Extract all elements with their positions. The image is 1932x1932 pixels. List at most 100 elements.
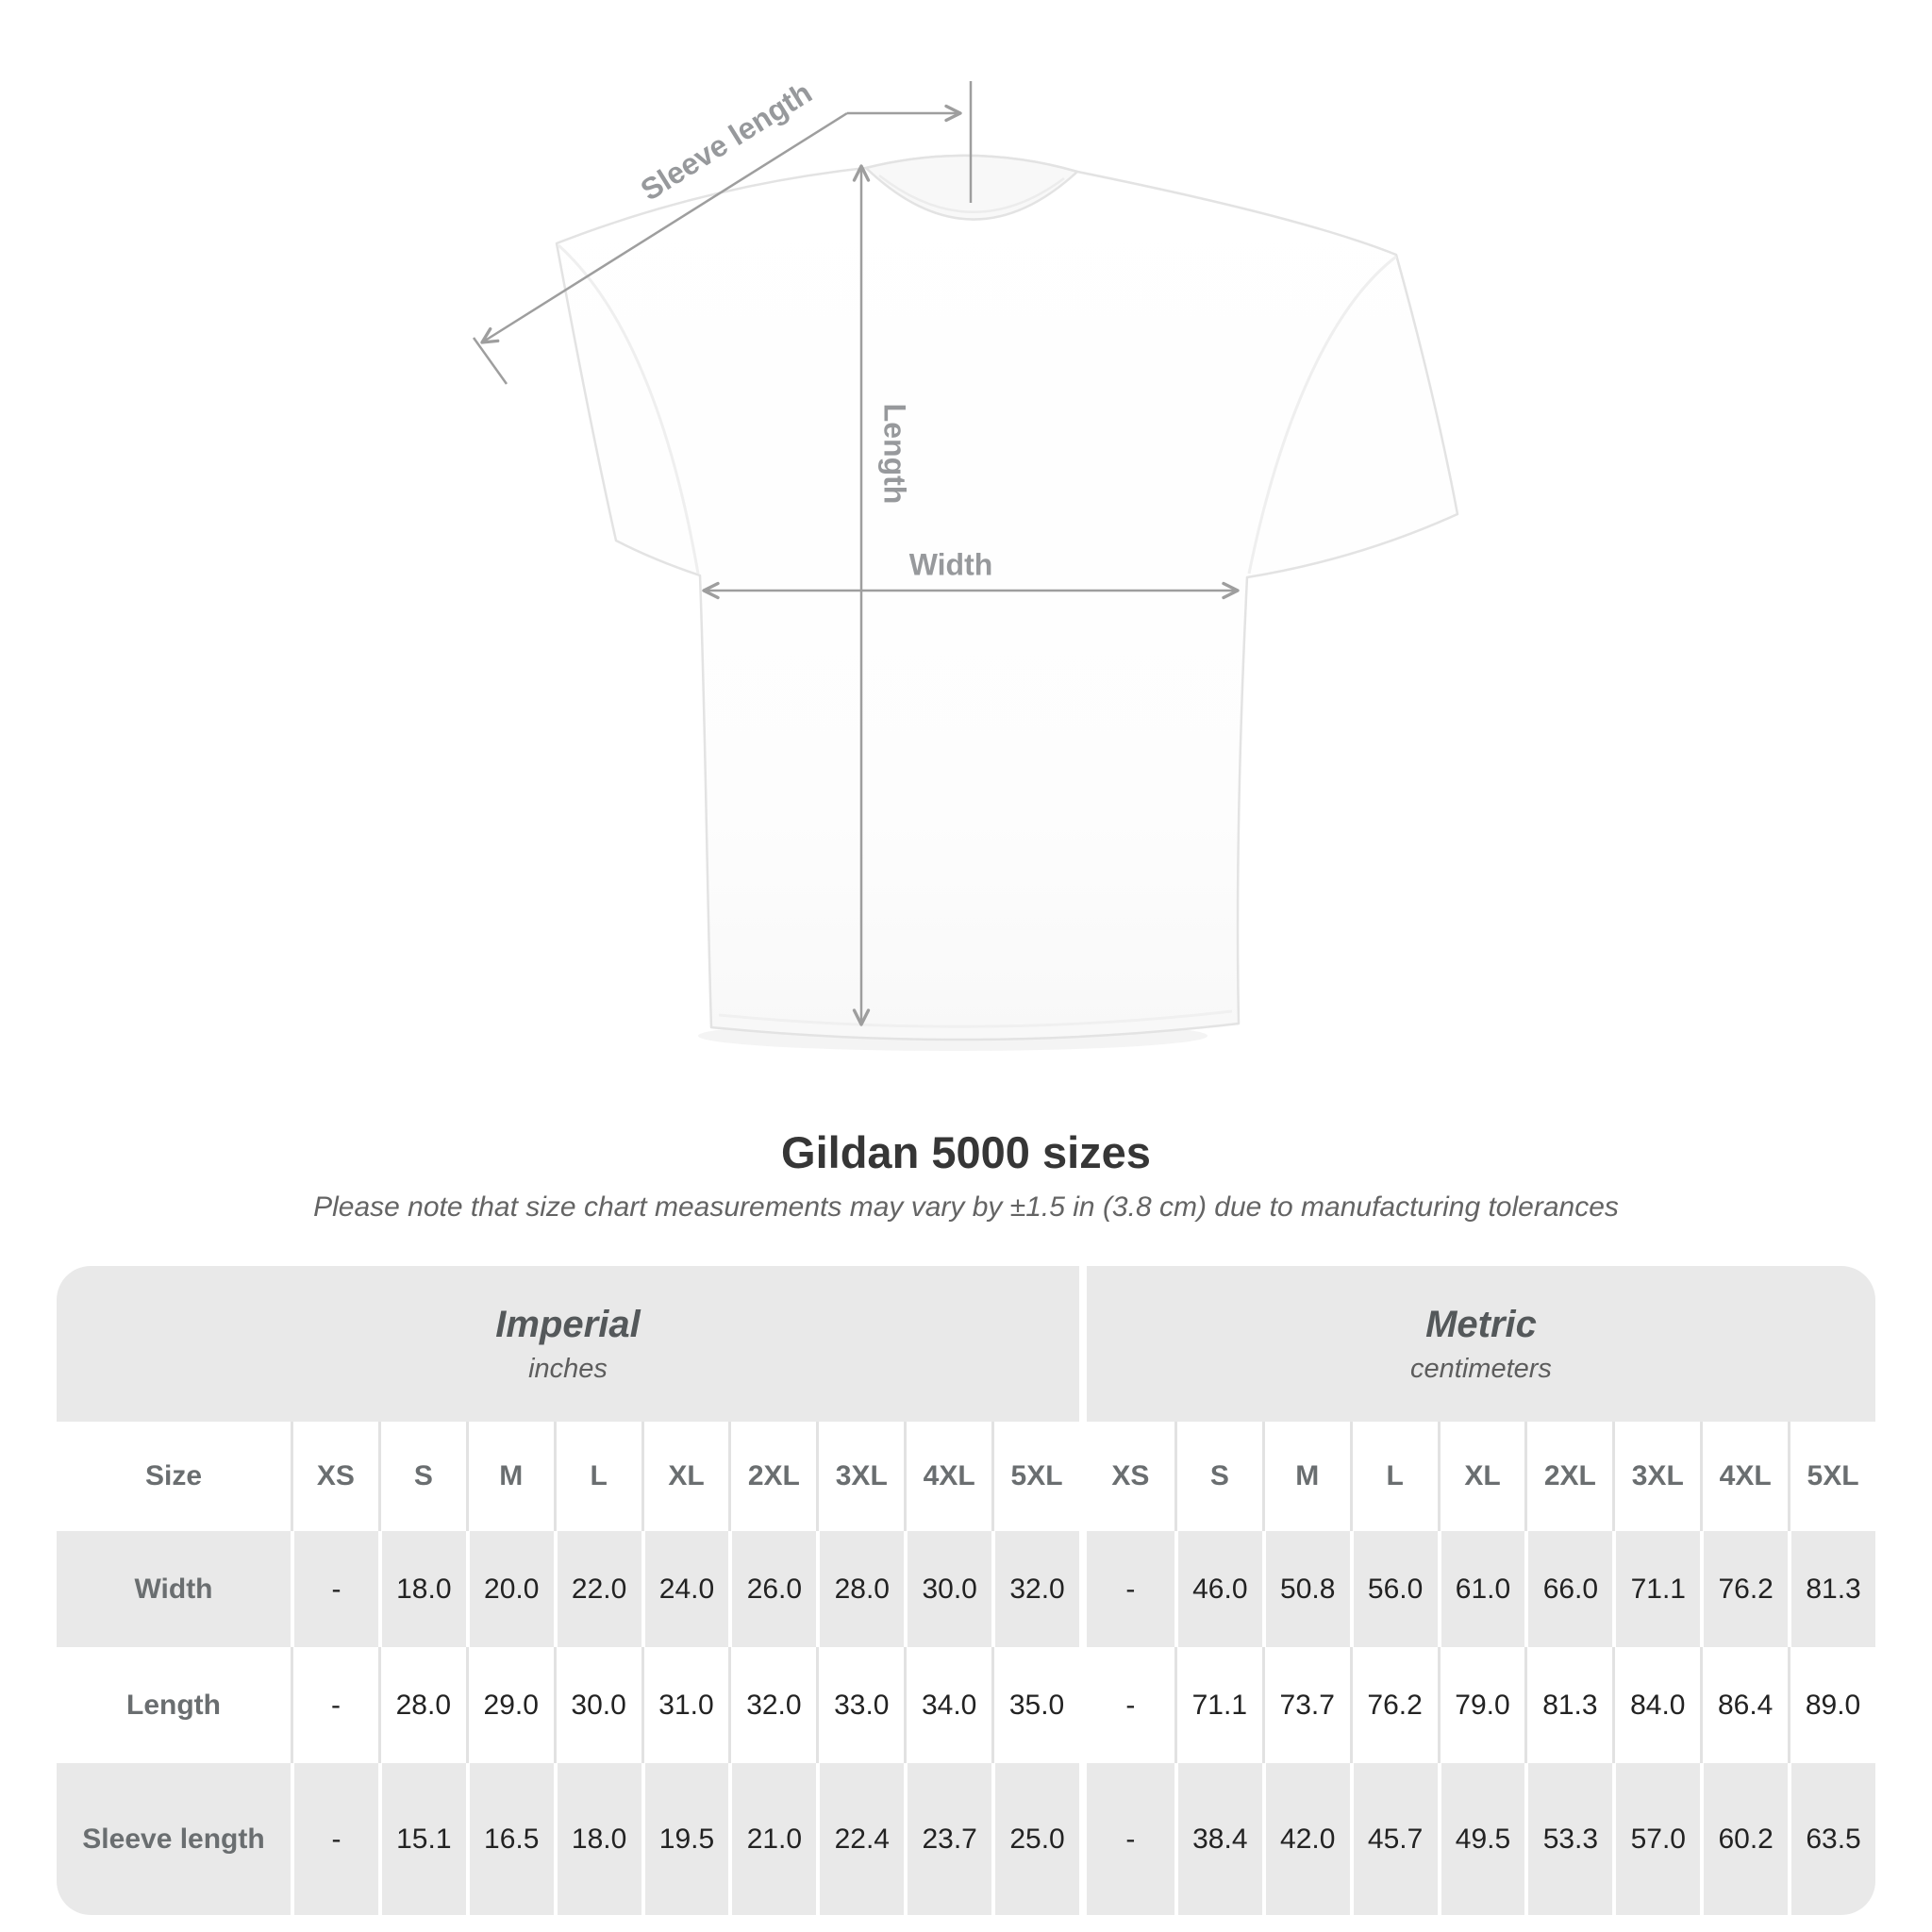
measurement-value-cell: 26.0 [728, 1531, 817, 1647]
length-dimension-label: Length [877, 403, 912, 505]
measurement-value-cell: 38.4 [1174, 1763, 1262, 1915]
width-dimension-label: Width [908, 547, 993, 582]
half-gap [1079, 1422, 1087, 1531]
measurement-value-cell: 66.0 [1524, 1531, 1613, 1647]
measurement-value-cell: 24.0 [641, 1531, 729, 1647]
size-header-cell: XL [641, 1422, 729, 1531]
measurement-value-cell: 71.1 [1174, 1647, 1262, 1763]
imperial-label: Imperial [495, 1303, 641, 1345]
size-header-cell: 3XL [1612, 1422, 1701, 1531]
page-title: Gildan 5000 sizes [781, 1127, 1151, 1177]
measurement-value-cell: 20.0 [465, 1531, 554, 1647]
measurement-value-cell: 53.3 [1524, 1763, 1613, 1915]
imperial-unit-label: inches [528, 1353, 608, 1384]
half-gap [1079, 1647, 1087, 1763]
measurement-value-cell: 84.0 [1612, 1647, 1701, 1763]
measurement-value-cell: 86.4 [1700, 1647, 1789, 1763]
measurement-value-cell: 22.0 [553, 1531, 641, 1647]
imperial-group-header: Imperial inches [57, 1266, 1079, 1422]
sleeve-length-row: Sleeve length -15.1 16.5 18.0 19.5 21.0 22.4 23… [57, 1763, 1875, 1915]
measurement-value-cell: - [291, 1531, 378, 1647]
measurement-value-cell: 56.0 [1349, 1531, 1438, 1647]
size-header-cell: 3XL [816, 1422, 905, 1531]
size-column-header: Size [57, 1422, 291, 1531]
sleeve-extension-tick [472, 337, 508, 385]
measurement-value-cell: 23.7 [904, 1763, 992, 1915]
measurement-value-cell: 21.0 [728, 1763, 817, 1915]
length-row: Length -28.0 29.0 30.0 31.0 32.0 33.0 34.0 35.0-… [57, 1647, 1875, 1763]
measurement-value-cell: 49.5 [1437, 1763, 1525, 1915]
size-table: Imperial inches Metric centimeters Size … [57, 1266, 1875, 1915]
unit-group-header-row: Imperial inches Metric centimeters [57, 1266, 1875, 1422]
measurement-value-cell: 71.1 [1612, 1531, 1701, 1647]
size-header-cell: 5XL [991, 1422, 1079, 1531]
sleeve-length-dimension-label: Sleeve length [634, 75, 818, 208]
measurement-value-cell: 32.0 [728, 1647, 817, 1763]
width-row: Width -18.0 20.0 22.0 24.0 26.0 28.0 30.0 32.0-4… [57, 1531, 1875, 1647]
tolerance-note: Please note that size chart measurements… [313, 1191, 1619, 1223]
size-header-cell: XS [291, 1422, 378, 1531]
measurement-value-cell: 33.0 [816, 1647, 905, 1763]
measurement-value-cell: 46.0 [1174, 1531, 1262, 1647]
row-label: Width [57, 1531, 291, 1647]
size-header-cell: 2XL [1524, 1422, 1613, 1531]
row-label: Length [57, 1647, 291, 1763]
half-gap [1079, 1531, 1087, 1647]
size-header-cell: 5XL [1788, 1422, 1875, 1531]
measurement-value-cell: - [291, 1763, 378, 1915]
measurement-value-cell: 29.0 [465, 1647, 554, 1763]
measurement-value-cell: 81.3 [1788, 1531, 1875, 1647]
measurement-value-cell: - [1086, 1647, 1174, 1763]
measurement-value-cell: 34.0 [904, 1647, 992, 1763]
measurement-value-cell: 89.0 [1788, 1647, 1875, 1763]
measurement-value-cell: 73.7 [1261, 1647, 1350, 1763]
shirt-shadow [698, 1021, 1208, 1051]
measurement-value-cell: - [1086, 1531, 1174, 1647]
measurement-value-cell: 81.3 [1524, 1647, 1613, 1763]
measurement-value-cell: - [1086, 1763, 1174, 1915]
size-header-cell: L [1349, 1422, 1438, 1531]
measurement-value-cell: 42.0 [1261, 1763, 1350, 1915]
measurement-value-cell: 25.0 [991, 1763, 1079, 1915]
measurement-value-cell: 76.2 [1349, 1647, 1438, 1763]
metric-group-header: Metric centimeters [1087, 1266, 1875, 1422]
measurement-value-cell: 63.5 [1788, 1763, 1875, 1915]
measurement-value-cell: 57.0 [1612, 1763, 1701, 1915]
measurement-value-cell: 30.0 [553, 1647, 641, 1763]
metric-unit-label: centimeters [1410, 1353, 1552, 1384]
half-gap [1079, 1763, 1087, 1915]
measurement-value-cell: 18.0 [553, 1763, 641, 1915]
measurement-value-cell: 22.4 [816, 1763, 905, 1915]
size-header-cell: 4XL [904, 1422, 992, 1531]
size-header-cell: M [1261, 1422, 1350, 1531]
half-gap [1079, 1266, 1087, 1422]
metric-label: Metric [1425, 1303, 1537, 1345]
tshirt-illustration [555, 154, 1459, 1041]
measurement-value-cell: - [291, 1647, 378, 1763]
size-header-row: Size XS S M L XL 2XL 3XL 4XL 5XL XS S M L XL 2XL 3XL 4XL… [57, 1422, 1875, 1531]
dimension-lines [472, 81, 1240, 1026]
measurement-value-cell: 60.2 [1700, 1763, 1789, 1915]
row-label: Sleeve length [57, 1763, 291, 1915]
measurement-value-cell: 35.0 [991, 1647, 1079, 1763]
size-header-cell: S [377, 1422, 466, 1531]
measurement-value-cell: 76.2 [1700, 1531, 1789, 1647]
measurement-value-cell: 50.8 [1261, 1531, 1350, 1647]
measurement-value-cell: 79.0 [1437, 1647, 1525, 1763]
size-header-cell: M [465, 1422, 554, 1531]
measurement-value-cell: 28.0 [377, 1647, 466, 1763]
size-header-cell: L [553, 1422, 641, 1531]
measurement-value-cell: 28.0 [816, 1531, 905, 1647]
size-header-cell: S [1174, 1422, 1262, 1531]
measurement-value-cell: 61.0 [1437, 1531, 1525, 1647]
measurement-value-cell: 45.7 [1349, 1763, 1438, 1915]
size-header-cell: XL [1437, 1422, 1525, 1531]
measurement-value-cell: 16.5 [465, 1763, 554, 1915]
measurement-value-cell: 31.0 [641, 1647, 729, 1763]
measurement-value-cell: 19.5 [641, 1763, 729, 1915]
sleeve-dimension-line [480, 111, 848, 344]
measurement-value-cell: 30.0 [904, 1531, 992, 1647]
measurement-value-cell: 15.1 [377, 1763, 466, 1915]
size-header-cell: 2XL [728, 1422, 817, 1531]
